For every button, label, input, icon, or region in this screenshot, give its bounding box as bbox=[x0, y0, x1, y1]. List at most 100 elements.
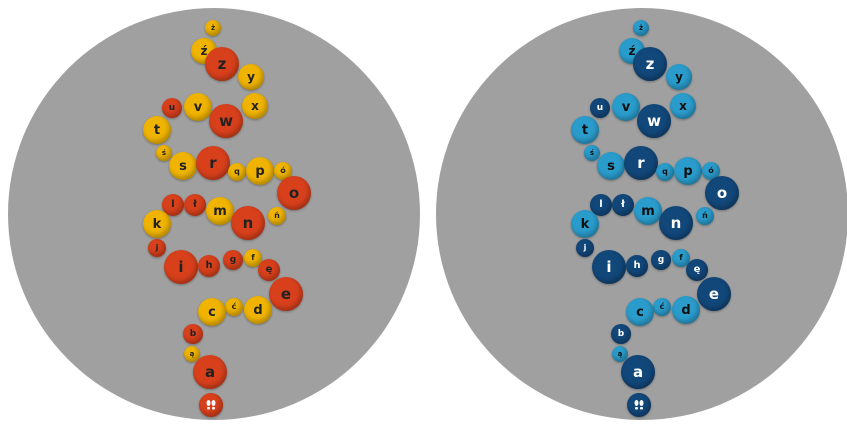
letter-ball[interactable]: o bbox=[277, 176, 311, 210]
letter-ball[interactable]: s bbox=[597, 152, 625, 180]
letter-ball[interactable]: q bbox=[228, 163, 246, 181]
letter-label: z bbox=[645, 54, 655, 73]
letter-label: f bbox=[251, 253, 255, 262]
letter-ball[interactable]: ę bbox=[686, 259, 708, 281]
letter-ball[interactable]: d bbox=[244, 296, 272, 324]
letter-label: m bbox=[641, 203, 655, 219]
letter-ball[interactable]: ś bbox=[156, 145, 172, 161]
letter-ball[interactable]: n bbox=[231, 206, 265, 240]
letter-ball[interactable]: r bbox=[196, 146, 230, 180]
letter-label: q bbox=[234, 167, 240, 176]
letter-ball[interactable]: ż bbox=[633, 20, 649, 36]
letter-ball[interactable]: x bbox=[242, 93, 268, 119]
letter-ball[interactable]: a bbox=[621, 355, 655, 389]
letter-ball[interactable]: j bbox=[576, 239, 594, 257]
letter-ball[interactable]: i bbox=[164, 250, 198, 284]
letter-ball[interactable]: v bbox=[612, 93, 640, 121]
letter-ball[interactable]: s bbox=[169, 152, 197, 180]
letter-ball[interactable]: ś bbox=[584, 145, 600, 161]
letter-label: x bbox=[251, 99, 259, 113]
letter-ball[interactable]: t bbox=[143, 116, 171, 144]
letter-ball[interactable]: z bbox=[205, 47, 239, 81]
letter-label: c bbox=[208, 304, 216, 320]
letter-ball[interactable]: ć bbox=[225, 298, 243, 316]
letter-ball[interactable]: ż bbox=[205, 20, 221, 36]
letter-ball[interactable]: ó bbox=[274, 162, 292, 180]
letter-ball[interactable]: ć bbox=[653, 298, 671, 316]
letter-label: ó bbox=[708, 166, 714, 175]
letter-ball[interactable]: u bbox=[590, 98, 610, 118]
letter-label: a bbox=[632, 362, 644, 381]
letter-ball[interactable]: u bbox=[162, 98, 182, 118]
letter-ball[interactable]: c bbox=[198, 298, 226, 326]
letter-label: r bbox=[209, 153, 217, 172]
letter-ball[interactable]: z bbox=[633, 47, 667, 81]
letter-ball[interactable]: ą bbox=[612, 346, 628, 362]
letter-label: z bbox=[217, 54, 227, 73]
letter-label: u bbox=[596, 102, 604, 113]
letter-label: h bbox=[205, 260, 213, 271]
letter-label: i bbox=[178, 257, 184, 276]
letter-ball[interactable]: m bbox=[206, 197, 234, 225]
letter-ball[interactable]: v bbox=[184, 93, 212, 121]
letter-label: ę bbox=[265, 264, 273, 275]
letter-ball[interactable]: w bbox=[209, 104, 243, 138]
letter-ball[interactable]: y bbox=[666, 64, 692, 90]
letter-label: ą bbox=[617, 349, 623, 358]
letter-ball[interactable]: l bbox=[162, 194, 184, 216]
letter-label: t bbox=[153, 122, 161, 138]
letter-ball[interactable]: o bbox=[705, 176, 739, 210]
letter-ball[interactable]: f bbox=[672, 249, 690, 267]
letter-label: ł bbox=[621, 199, 625, 210]
letter-ball[interactable]: q bbox=[656, 163, 674, 181]
letter-ball[interactable]: k bbox=[571, 210, 599, 238]
letter-ball[interactable]: i bbox=[592, 250, 626, 284]
letter-ball[interactable]: y bbox=[238, 64, 264, 90]
letter-label: ó bbox=[280, 166, 286, 175]
letter-ball[interactable]: h bbox=[198, 255, 220, 277]
letter-ball[interactable]: p bbox=[246, 157, 274, 185]
letter-ball[interactable]: e bbox=[269, 277, 303, 311]
letter-label: k bbox=[580, 216, 590, 232]
letter-ball[interactable]: b bbox=[183, 324, 203, 344]
letter-ball[interactable]: ł bbox=[612, 194, 634, 216]
letter-label: ć bbox=[231, 302, 237, 311]
letter-ball[interactable]: k bbox=[143, 210, 171, 238]
start-button[interactable] bbox=[199, 393, 223, 417]
letter-ball[interactable]: f bbox=[244, 249, 262, 267]
letter-ball[interactable]: m bbox=[634, 197, 662, 225]
letter-ball[interactable]: p bbox=[674, 157, 702, 185]
letter-ball[interactable]: x bbox=[670, 93, 696, 119]
letter-ball[interactable]: b bbox=[611, 324, 631, 344]
letter-ball[interactable]: w bbox=[637, 104, 671, 138]
letter-label: ź bbox=[200, 44, 208, 58]
letter-ball[interactable]: n bbox=[659, 206, 693, 240]
letter-ball[interactable]: c bbox=[626, 298, 654, 326]
letter-label: f bbox=[679, 253, 683, 262]
letter-ball[interactable]: d bbox=[672, 296, 700, 324]
letter-label: h bbox=[633, 260, 641, 271]
letter-ball[interactable]: e bbox=[697, 277, 731, 311]
letter-ball[interactable]: t bbox=[571, 116, 599, 144]
letter-ball[interactable]: g bbox=[223, 250, 243, 270]
letter-label: g bbox=[657, 254, 665, 265]
letter-ball[interactable]: ł bbox=[184, 194, 206, 216]
letter-ball[interactable]: l bbox=[590, 194, 612, 216]
letter-ball[interactable]: r bbox=[624, 146, 658, 180]
start-button[interactable] bbox=[627, 393, 651, 417]
letter-ball[interactable]: j bbox=[148, 239, 166, 257]
letter-ball[interactable]: ę bbox=[258, 259, 280, 281]
letter-ball[interactable]: g bbox=[651, 250, 671, 270]
letter-label: b bbox=[617, 328, 625, 339]
letter-label: d bbox=[253, 302, 263, 318]
letter-label: a bbox=[204, 362, 216, 381]
letter-ball[interactable]: a bbox=[193, 355, 227, 389]
letter-ball[interactable]: ą bbox=[184, 346, 200, 362]
footprints-icon bbox=[199, 393, 223, 417]
letter-ball[interactable]: h bbox=[626, 255, 648, 277]
letter-ball[interactable]: ń bbox=[268, 207, 286, 225]
letter-label: y bbox=[675, 70, 683, 84]
letter-label: s bbox=[179, 158, 187, 174]
letter-ball[interactable]: ń bbox=[696, 207, 714, 225]
letter-ball[interactable]: ó bbox=[702, 162, 720, 180]
